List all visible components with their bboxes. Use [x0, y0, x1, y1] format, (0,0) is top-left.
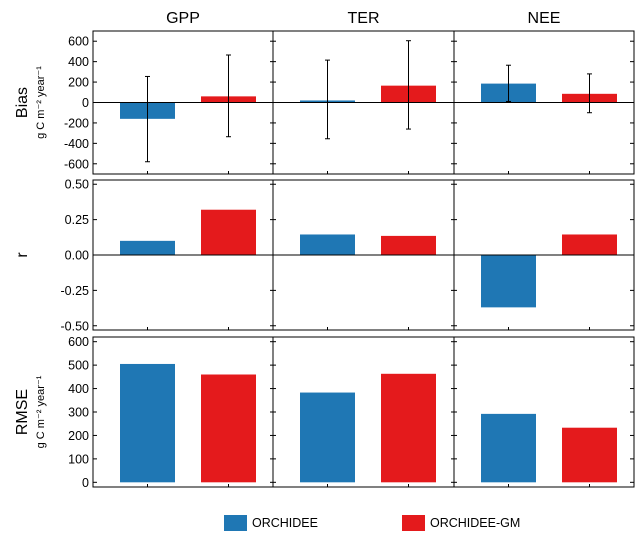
- y-tick-label-r: 0.50: [65, 178, 89, 192]
- bar-rmse-gpp-orchidee-gm: [201, 374, 256, 483]
- y-tick-label-bias: 0: [82, 96, 89, 110]
- y-tick-label-bias: 200: [68, 76, 89, 90]
- y-tick-label-rmse: 100: [68, 452, 89, 466]
- row-unit-bias: g C m⁻² year⁻¹: [35, 66, 47, 139]
- y-tick-label-rmse: 0: [82, 476, 89, 490]
- bar-rmse-nee-orchidee: [481, 413, 536, 483]
- bar-r-ter-orchidee: [300, 234, 355, 255]
- row-label-r: r: [14, 252, 31, 258]
- y-tick-label-bias: -200: [64, 116, 89, 130]
- bar-r-gpp-orchidee: [120, 240, 175, 255]
- y-tick-label-rmse: 500: [68, 359, 89, 373]
- bar-rmse-ter-orchidee: [300, 392, 355, 483]
- y-tick-label-rmse: 600: [68, 335, 89, 349]
- y-tick-label-bias: -600: [64, 157, 89, 171]
- legend-label-orchidee: ORCHIDEE: [252, 516, 318, 530]
- column-title-nee: NEE: [528, 10, 561, 27]
- row-label-bias: Bias: [14, 87, 31, 118]
- bar-r-nee-orchidee-gm: [562, 234, 617, 255]
- y-tick-label-bias: -400: [64, 137, 89, 151]
- y-tick-label-r: -0.50: [61, 319, 90, 333]
- y-tick-label-rmse: 400: [68, 382, 89, 396]
- y-tick-label-rmse: 200: [68, 429, 89, 443]
- bar-rmse-ter-orchidee-gm: [381, 373, 436, 483]
- y-tick-label-r: -0.25: [61, 284, 90, 298]
- y-tick-label-bias: 600: [68, 35, 89, 49]
- row-unit-rmse: g C m⁻² year⁻¹: [35, 375, 47, 448]
- legend-swatch-orchidee: [224, 515, 247, 531]
- legend-swatch-orchidee-gm: [402, 515, 425, 531]
- bar-r-nee-orchidee: [481, 255, 536, 308]
- bar-rmse-gpp-orchidee: [120, 363, 175, 483]
- row-label-rmse: RMSE: [14, 389, 31, 435]
- y-tick-label-r: 0.25: [65, 213, 89, 227]
- bar-r-gpp-orchidee-gm: [201, 209, 256, 255]
- y-tick-label-rmse: 300: [68, 406, 89, 420]
- legend-label-orchidee-gm: ORCHIDEE-GM: [430, 516, 520, 530]
- column-title-ter: TER: [348, 10, 380, 27]
- y-tick-label-r: 0.00: [65, 249, 89, 263]
- y-tick-label-bias: 400: [68, 55, 89, 69]
- column-title-gpp: GPP: [166, 10, 200, 27]
- bar-rmse-nee-orchidee-gm: [562, 427, 617, 483]
- bar-r-ter-orchidee-gm: [381, 235, 436, 255]
